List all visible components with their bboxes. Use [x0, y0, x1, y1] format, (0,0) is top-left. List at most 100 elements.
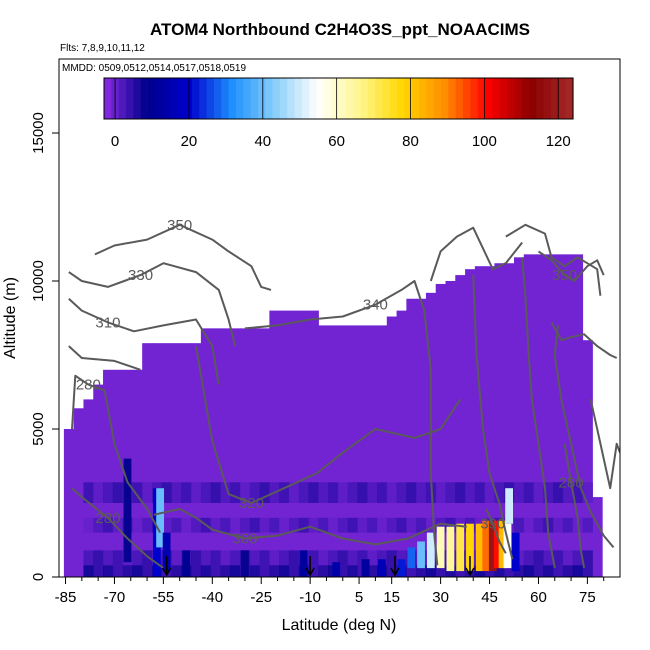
heatmap-cell — [328, 482, 339, 503]
heatmap-cell — [367, 550, 378, 566]
x-tick-label: -25 — [250, 589, 272, 606]
heatmap-cell — [161, 482, 173, 503]
heatmap-cell — [572, 565, 584, 577]
heatmap-cell — [367, 482, 378, 503]
heatmap-cell — [543, 482, 554, 503]
colorbar-segment — [331, 78, 340, 119]
colorbar-segment — [529, 78, 537, 119]
heatmap-cell — [357, 550, 368, 566]
colorbar: 0 20 40 60 80 100 120 — [103, 77, 574, 150]
heatmap-cell — [83, 517, 94, 533]
heatmap-cell — [533, 550, 544, 566]
heatmap-cell — [220, 550, 231, 566]
chart-title: ATOM4 Northbound C2H4O3S_ppt_NOAACIMS — [150, 20, 530, 39]
heatmap-cell — [112, 517, 124, 533]
coverage-column — [494, 263, 505, 577]
colorbar-segment — [485, 78, 493, 119]
contour-label: 350 — [552, 267, 577, 284]
heatmap-cell — [505, 488, 514, 524]
heatmap-cell — [425, 565, 437, 577]
coverage-column — [161, 343, 173, 577]
heatmap-cell — [171, 517, 182, 533]
heatmap-cell — [543, 565, 554, 577]
colorbar-segment — [199, 78, 208, 119]
heatmap-cell — [513, 517, 525, 533]
heatmap-cell — [446, 526, 455, 572]
heatmap-cell — [426, 532, 435, 569]
heatmap-cell — [210, 550, 222, 566]
heatmap-cell — [171, 565, 182, 577]
heatmap-cell — [132, 550, 143, 566]
contour-line — [71, 374, 161, 534]
heatmap-cell — [156, 488, 165, 548]
heatmap-field — [63, 254, 603, 577]
colorbar-segment — [177, 78, 186, 119]
heatmap-cell — [269, 565, 280, 577]
colorbar-tick-label: 120 — [546, 133, 571, 150]
heatmap-cell — [103, 517, 114, 533]
coverage-column — [112, 369, 124, 577]
coverage-column — [288, 310, 300, 577]
coverage-column — [435, 283, 447, 577]
heatmap-cell — [357, 517, 368, 533]
heatmap-cell — [436, 526, 445, 569]
coverage-column — [513, 257, 525, 577]
heatmap-cell — [288, 550, 300, 566]
coverage-column — [504, 263, 515, 577]
x-tick-label: 45 — [481, 589, 498, 606]
heatmap-cell — [533, 565, 544, 577]
heatmap-cell — [332, 562, 341, 577]
colorbar-segment — [492, 78, 501, 119]
heatmap-cell — [269, 517, 280, 533]
heatmap-cell — [416, 482, 427, 503]
heatmap-cell — [171, 550, 182, 566]
y-tick-label: 15000 — [30, 112, 47, 154]
heatmap-cell — [425, 517, 437, 533]
colorbar-segment — [250, 78, 259, 119]
heatmap-cell — [308, 550, 319, 566]
heatmap-cell — [386, 550, 398, 566]
heatmap-cell — [288, 517, 300, 533]
heatmap-cell — [474, 482, 486, 503]
colorbar-segment — [338, 78, 347, 119]
colorbar-segment — [477, 78, 486, 119]
heatmap-cell — [279, 550, 290, 566]
heatmap-cell — [288, 565, 300, 577]
coverage-column — [151, 343, 163, 577]
heatmap-cell — [396, 482, 407, 503]
coverage-column — [562, 254, 574, 577]
heatmap-cell — [337, 550, 349, 566]
heatmap-cell — [142, 565, 153, 577]
heatmap-cell — [298, 517, 310, 533]
colorbar-segment — [162, 78, 171, 119]
heatmap-cell — [582, 517, 593, 533]
heatmap-cell — [93, 482, 104, 503]
coverage-column — [347, 325, 359, 577]
colorbar-segment — [470, 78, 479, 119]
heatmap-cell — [191, 482, 202, 503]
coverage-column — [572, 254, 584, 577]
heatmap-cell — [523, 517, 535, 533]
heatmap-cell — [318, 517, 329, 533]
coverage-column — [386, 316, 398, 577]
colorbar-segment — [507, 78, 515, 119]
coverage-column — [200, 328, 212, 577]
heatmap-cell — [181, 482, 192, 503]
heatmap-cell — [572, 482, 584, 503]
heatmap-cell — [347, 517, 359, 533]
colorbar-segment — [426, 78, 435, 119]
potential-temperature-contours: 350 330 310 280 280 300 320 340 350 280 390 — [68, 217, 620, 569]
coverage-column — [367, 325, 378, 577]
coverage-column — [269, 310, 280, 577]
heatmap-cell — [582, 565, 593, 577]
contour-label: 300 — [232, 531, 257, 548]
heatmap-cell — [435, 482, 447, 503]
heatmap-cell — [367, 517, 378, 533]
contour-line — [153, 507, 467, 546]
coverage-column — [543, 254, 554, 577]
heatmap-cell — [142, 482, 153, 503]
heatmap-cell — [396, 550, 407, 566]
coverage-column — [181, 343, 192, 577]
heatmap-cell — [299, 550, 308, 577]
colorbar-segment — [279, 78, 288, 119]
